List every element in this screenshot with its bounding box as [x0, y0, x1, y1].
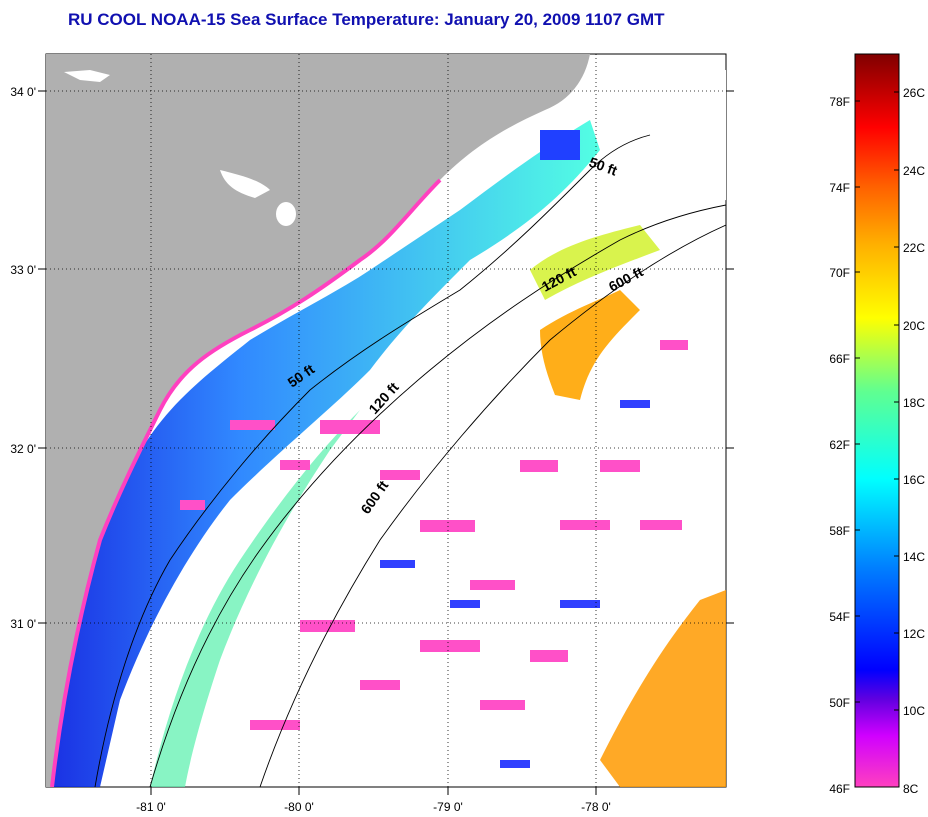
colorbar-celsius-labels: 26C 24C 22C 20C 18C 16C 14C 12C 10C 8C — [903, 86, 925, 796]
coastal-cold-band — [46, 120, 600, 787]
lat-label-31: 31 0' — [10, 617, 36, 631]
colorbar-fahrenheit-labels: 78F 74F 70F 66F 62F 58F 54F 50F 46F — [829, 95, 850, 796]
lon-label-81: -81 0' — [136, 800, 166, 814]
lon-label-78: -78 0' — [581, 800, 611, 814]
colorbar-label-46f: 46F — [829, 782, 850, 796]
colorbar-label-26c: 26C — [903, 86, 925, 100]
longitude-labels: -81 0' -80 0' -79 0' -78 0' — [136, 800, 611, 814]
colorbar-label-20c: 20C — [903, 319, 925, 333]
colorbar-label-12c: 12C — [903, 627, 925, 641]
colorbar-label-74f: 74F — [829, 181, 850, 195]
colorbar-label-70f: 70F — [829, 266, 850, 280]
inland-lakes — [64, 70, 296, 226]
colorbar-label-14c: 14C — [903, 550, 925, 564]
colorbar-label-16c: 16C — [903, 473, 925, 487]
lat-label-32: 32 0' — [10, 442, 36, 456]
map-ticks — [38, 90, 734, 795]
graticule — [46, 54, 726, 787]
gulf-stream-warm-patch — [540, 290, 640, 400]
offshore-speckle — [180, 130, 688, 768]
lat-label-33: 33 0' — [10, 263, 36, 277]
latitude-labels: 34 0' 33 0' 32 0' 31 0' — [10, 85, 36, 631]
colorbar-label-78f: 78F — [829, 95, 850, 109]
lat-label-34: 34 0' — [10, 85, 36, 99]
gulf-stream-warm-patch-south — [600, 590, 726, 787]
lon-label-79: -79 0' — [433, 800, 463, 814]
colorbar-label-22c: 22C — [903, 241, 925, 255]
land-mass — [46, 54, 590, 787]
mid-shelf-band — [150, 410, 360, 787]
colorbar-label-50f: 50F — [829, 696, 850, 710]
gulf-stream-green-patch — [530, 225, 660, 300]
colorbar-label-18c: 18C — [903, 396, 925, 410]
colorbar-label-66f: 66F — [829, 352, 850, 366]
colorbar-label-62f: 62F — [829, 438, 850, 452]
colorbar-label-58f: 58F — [829, 524, 850, 538]
colorbar-label-8c: 8C — [903, 782, 919, 796]
bathymetry-contours — [94, 134, 726, 787]
cape-region — [600, 70, 726, 205]
lon-label-80: -80 0' — [284, 800, 314, 814]
colorbar-fahrenheit-ticks — [855, 91, 899, 711]
map-title: RU COOL NOAA-15 Sea Surface Temperature:… — [68, 10, 665, 29]
colorbar — [854, 53, 900, 788]
coastal-fringe — [50, 178, 442, 787]
colorbar-label-54f: 54F — [829, 610, 850, 624]
colorbar-label-10c: 10C — [903, 704, 925, 718]
colorbar-label-24c: 24C — [903, 164, 925, 178]
